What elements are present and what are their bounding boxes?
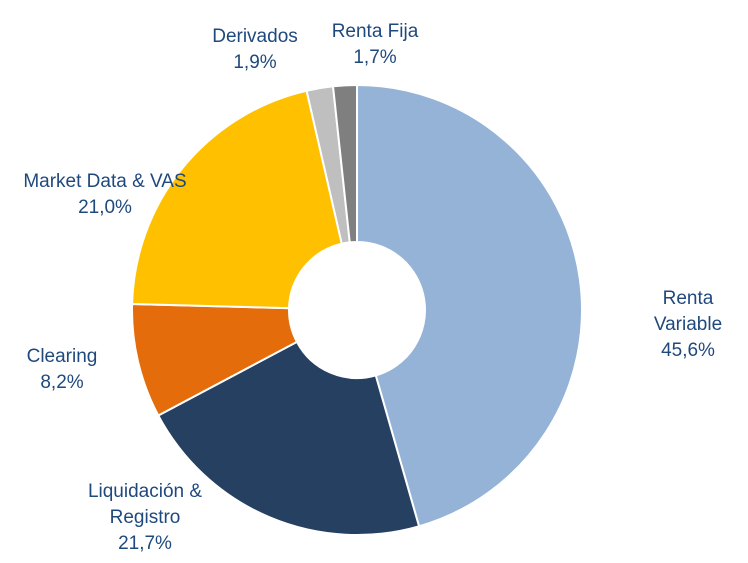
slice <box>331 83 358 244</box>
slice-label: Clearing 8,2% <box>7 344 117 396</box>
slice <box>156 340 421 536</box>
value-label: 8,2% <box>40 372 84 393</box>
slice <box>131 89 343 310</box>
slice-label: Renta Fija 1,7% <box>315 19 435 71</box>
category-label: Market Data & VAS <box>23 171 187 192</box>
slice-label: Derivados 1,9% <box>195 24 315 76</box>
slice-label: Renta Variable 45,6% <box>633 286 743 364</box>
value-label: 21,7% <box>118 533 172 554</box>
category-label: Derivados <box>212 26 298 47</box>
value-label: 1,9% <box>233 52 277 73</box>
value-label: 1,7% <box>353 47 397 68</box>
category-label: Renta Variable <box>653 288 723 335</box>
category-label: Liquidación & Registro <box>87 481 203 528</box>
slice-label: Market Data & VAS 21,0% <box>18 169 193 221</box>
value-label: 45,6% <box>661 340 715 361</box>
slice <box>356 83 583 528</box>
slice-label: Liquidación & Registro 21,7% <box>75 479 215 557</box>
value-label: 21,0% <box>78 197 132 218</box>
category-label: Clearing <box>26 346 98 367</box>
category-label: Renta Fija <box>331 21 419 42</box>
